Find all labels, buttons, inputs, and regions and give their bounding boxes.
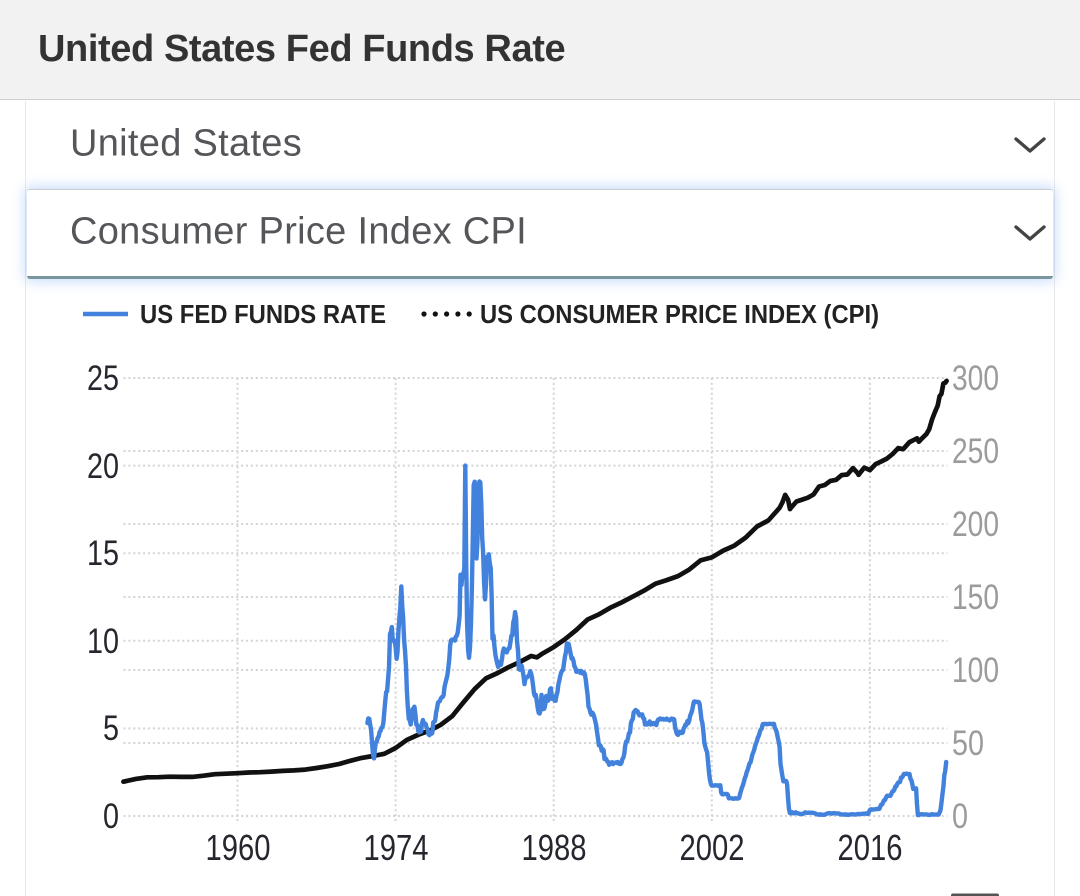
svg-text:2016: 2016 bbox=[838, 827, 903, 868]
svg-text:300: 300 bbox=[952, 359, 999, 398]
svg-text:1988: 1988 bbox=[522, 827, 587, 868]
svg-text:25: 25 bbox=[87, 359, 119, 398]
svg-text:1960: 1960 bbox=[206, 827, 271, 868]
svg-text:2002: 2002 bbox=[680, 827, 745, 868]
svg-text:US FED FUNDS RATE: US FED FUNDS RATE bbox=[140, 299, 386, 329]
svg-text:15: 15 bbox=[87, 534, 119, 573]
svg-text:0: 0 bbox=[103, 797, 119, 836]
svg-text:10: 10 bbox=[87, 622, 119, 661]
svg-text:1974: 1974 bbox=[364, 827, 429, 868]
svg-text:200: 200 bbox=[952, 505, 999, 544]
svg-text:US CONSUMER PRICE INDEX (CPI): US CONSUMER PRICE INDEX (CPI) bbox=[480, 299, 879, 329]
svg-text:100: 100 bbox=[952, 651, 999, 690]
svg-text:50: 50 bbox=[952, 724, 984, 763]
svg-text:20: 20 bbox=[87, 447, 119, 486]
svg-text:0: 0 bbox=[952, 797, 968, 836]
svg-text:150: 150 bbox=[952, 578, 999, 617]
svg-text:250: 250 bbox=[952, 432, 999, 471]
svg-text:5: 5 bbox=[103, 709, 119, 748]
